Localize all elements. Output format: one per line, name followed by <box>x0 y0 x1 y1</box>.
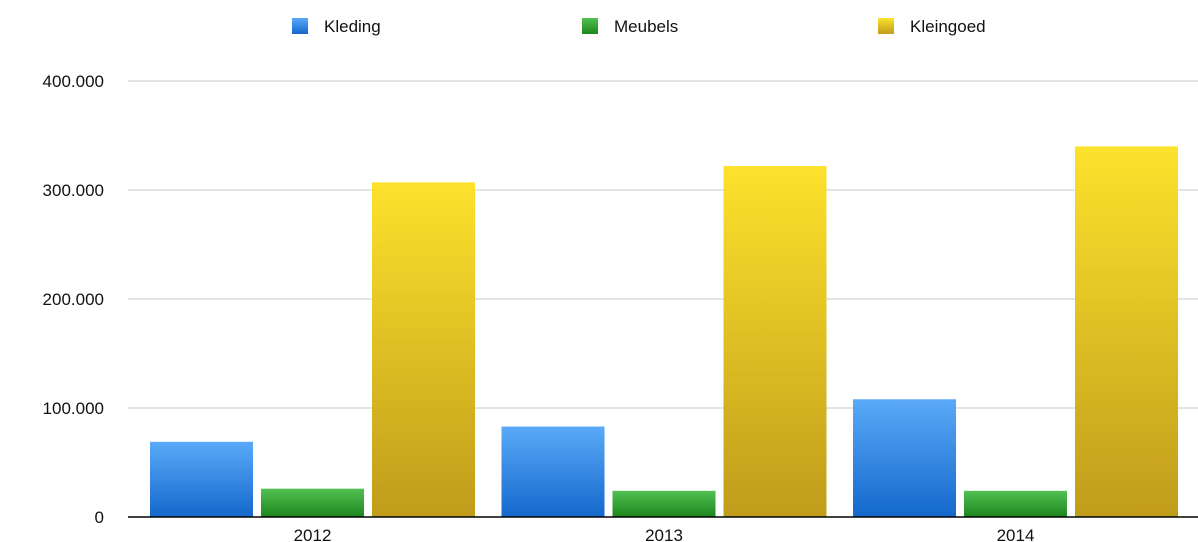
legend-swatch-kleingoed <box>878 18 894 34</box>
legend-label-kleingoed: Kleingoed <box>910 17 986 36</box>
bar-kleingoed-2014 <box>1075 146 1178 517</box>
bar-kleingoed-2013 <box>723 166 827 517</box>
legend-swatch-meubels <box>582 18 598 34</box>
y-tick-label: 0 <box>95 508 104 527</box>
y-tick-label: 200.000 <box>43 290 104 309</box>
bar-meubels-2012 <box>261 488 364 517</box>
y-tick-label: 100.000 <box>43 399 104 418</box>
bar-meubels-2014 <box>964 490 1067 517</box>
bar-kleingoed-2012 <box>372 182 475 517</box>
bar-kleding-2013 <box>501 426 605 517</box>
x-tick-label: 2012 <box>294 526 332 542</box>
bar-kleding-2012 <box>150 441 253 517</box>
legend-swatch-kleding <box>292 18 308 34</box>
legend-label-kleding: Kleding <box>324 17 381 36</box>
y-tick-label: 300.000 <box>43 181 104 200</box>
x-tick-label: 2013 <box>645 526 683 542</box>
legend-label-meubels: Meubels <box>614 17 678 36</box>
y-tick-label: 400.000 <box>43 72 104 91</box>
gridlines <box>128 80 1198 409</box>
x-tick-label: 2014 <box>997 526 1035 542</box>
bars <box>150 146 1178 517</box>
axes: 0 100.000 200.000 300.000 400.000 2012 2013 201… <box>43 72 1198 542</box>
bar-kleding-2014 <box>853 399 956 517</box>
legend: Kleding Meubels Kleingoed <box>292 17 986 36</box>
bar-meubels-2013 <box>612 490 716 517</box>
